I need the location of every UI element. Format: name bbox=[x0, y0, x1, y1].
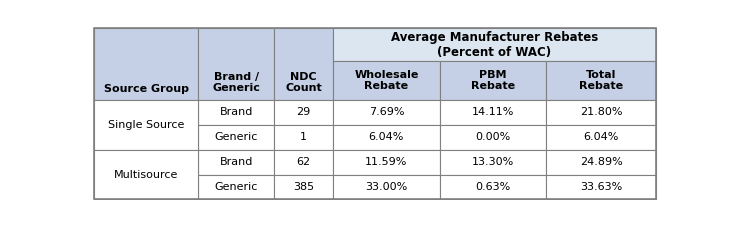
Bar bbox=[440, 150, 547, 175]
Bar bbox=[198, 28, 274, 100]
Text: Brand /
Generic: Brand / Generic bbox=[212, 72, 260, 93]
Bar bbox=[333, 175, 440, 199]
Bar bbox=[547, 61, 656, 100]
Bar bbox=[333, 150, 440, 175]
Text: Source Group: Source Group bbox=[104, 84, 189, 94]
Text: Total
Rebate: Total Rebate bbox=[579, 70, 623, 91]
Bar bbox=[198, 175, 274, 199]
Text: Brand: Brand bbox=[220, 157, 253, 167]
Text: Brand: Brand bbox=[220, 107, 253, 117]
Bar bbox=[274, 150, 333, 175]
Bar bbox=[440, 125, 547, 150]
Bar bbox=[333, 28, 656, 61]
Text: NDC
Count: NDC Count bbox=[285, 72, 322, 93]
Text: Wholesale
Rebate: Wholesale Rebate bbox=[354, 70, 419, 91]
Text: 6.04%: 6.04% bbox=[583, 132, 619, 142]
Bar bbox=[274, 125, 333, 150]
Text: Generic: Generic bbox=[214, 182, 258, 192]
Bar bbox=[333, 100, 440, 125]
Text: 0.63%: 0.63% bbox=[476, 182, 511, 192]
Bar bbox=[274, 175, 333, 199]
Text: PBM
Rebate: PBM Rebate bbox=[471, 70, 515, 91]
Bar bbox=[198, 125, 274, 150]
Text: 21.80%: 21.80% bbox=[580, 107, 622, 117]
Text: 1: 1 bbox=[300, 132, 307, 142]
Bar bbox=[547, 125, 656, 150]
Bar bbox=[440, 61, 547, 100]
Bar bbox=[547, 100, 656, 125]
Text: 6.04%: 6.04% bbox=[369, 132, 404, 142]
Text: 11.59%: 11.59% bbox=[365, 157, 408, 167]
Text: Generic: Generic bbox=[214, 132, 258, 142]
Text: 7.69%: 7.69% bbox=[369, 107, 404, 117]
Bar bbox=[547, 175, 656, 199]
Text: 24.89%: 24.89% bbox=[580, 157, 623, 167]
Text: Multisource: Multisource bbox=[114, 169, 179, 180]
Bar bbox=[440, 100, 547, 125]
Text: 62: 62 bbox=[296, 157, 310, 167]
Text: 385: 385 bbox=[293, 182, 314, 192]
Text: 14.11%: 14.11% bbox=[472, 107, 515, 117]
Text: 33.00%: 33.00% bbox=[365, 182, 408, 192]
Bar bbox=[333, 61, 440, 100]
Bar bbox=[440, 175, 547, 199]
Text: Average Manufacturer Rebates
(Percent of WAC): Average Manufacturer Rebates (Percent of… bbox=[391, 31, 598, 58]
Bar bbox=[198, 150, 274, 175]
Text: 0.00%: 0.00% bbox=[476, 132, 511, 142]
Text: 13.30%: 13.30% bbox=[472, 157, 514, 167]
Text: 29: 29 bbox=[296, 107, 310, 117]
Bar bbox=[274, 28, 333, 100]
Bar bbox=[94, 150, 198, 199]
Bar bbox=[94, 28, 198, 100]
Bar bbox=[274, 100, 333, 125]
Bar bbox=[198, 100, 274, 125]
Text: 33.63%: 33.63% bbox=[580, 182, 622, 192]
Bar bbox=[547, 150, 656, 175]
Text: Single Source: Single Source bbox=[108, 120, 184, 130]
Bar bbox=[333, 125, 440, 150]
Bar bbox=[94, 100, 198, 150]
